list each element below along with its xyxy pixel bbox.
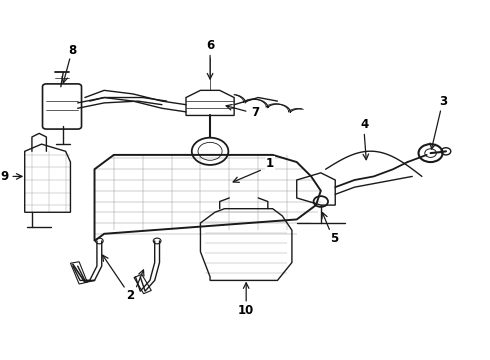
- Text: 7: 7: [252, 106, 260, 119]
- Text: 5: 5: [330, 231, 338, 244]
- Text: 8: 8: [68, 44, 76, 57]
- Text: 2: 2: [126, 289, 135, 302]
- Text: 3: 3: [440, 95, 448, 108]
- Text: 10: 10: [238, 305, 254, 318]
- Text: 9: 9: [0, 170, 8, 183]
- Text: 6: 6: [206, 39, 214, 52]
- Text: 4: 4: [360, 118, 368, 131]
- Text: 1: 1: [266, 157, 274, 170]
